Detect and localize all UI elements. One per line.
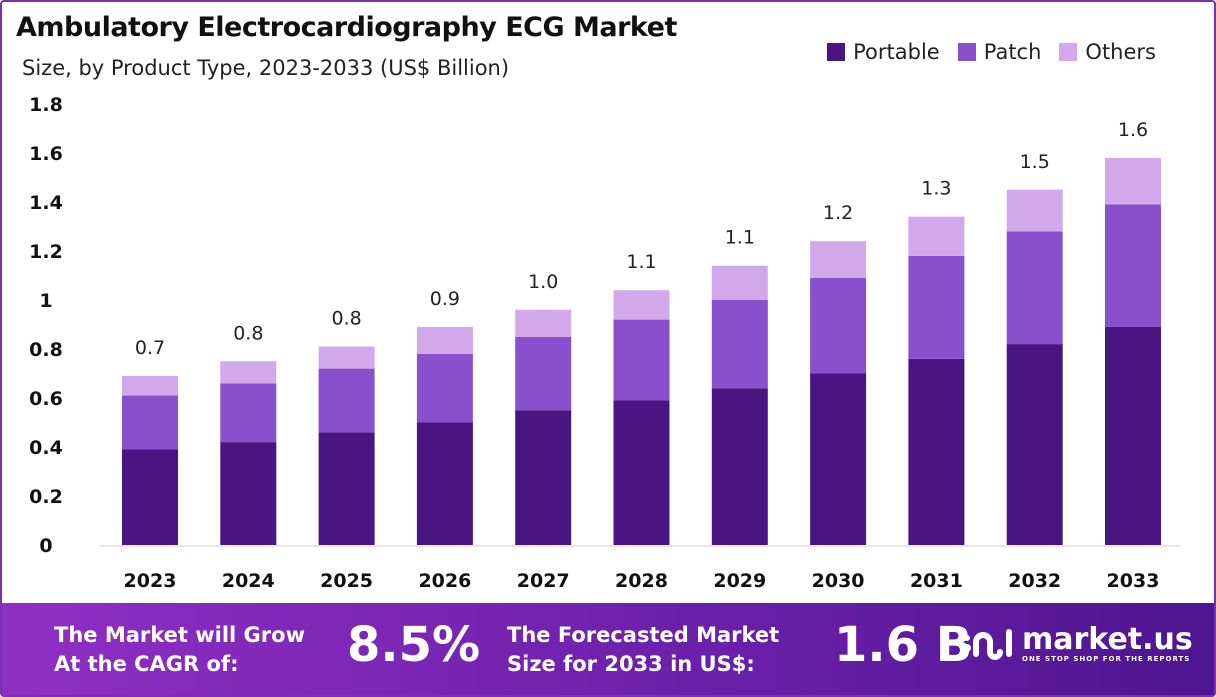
logo-tagline: ONE STOP SHOP FOR THE REPORTS	[1022, 655, 1191, 663]
y-tick-label: 0.6	[29, 388, 63, 410]
bar-segment-patch	[613, 319, 670, 401]
bar-segment-others	[613, 290, 670, 320]
x-tick-label: 2031	[910, 570, 963, 592]
legend-swatch	[1059, 43, 1078, 61]
bar-segment-patch	[515, 336, 572, 411]
legend-swatch	[827, 43, 846, 61]
bar-segment-patch	[1006, 231, 1063, 345]
bar-segment-patch	[711, 300, 768, 389]
forecast-label: The Forecasted Market Size for 2033 in US…	[507, 623, 780, 676]
bar-segment-others	[1105, 157, 1161, 205]
bar-segment-patch	[416, 353, 473, 423]
bar-segment-portable	[908, 358, 965, 545]
forecast-value: 1.6 B	[834, 617, 973, 673]
logo-icon	[963, 629, 1012, 660]
bar-segment-portable	[515, 410, 572, 545]
x-tick-label: 2027	[517, 570, 570, 592]
data-label: 0.9	[430, 288, 460, 310]
x-tick-label: 2026	[418, 570, 471, 592]
data-label: 0.7	[135, 337, 165, 359]
y-tick-label: 0	[39, 535, 52, 557]
x-tick-label: 2032	[1008, 570, 1061, 592]
legend-swatch	[957, 43, 976, 61]
x-tick-label: 2024	[222, 570, 275, 592]
bar-segment-others	[711, 265, 768, 300]
market-us-logo: market.us ONE STOP SHOP FOR THE REPORTS	[962, 625, 1193, 663]
bar-segment-others	[1006, 189, 1063, 232]
legend: Portable Patch Others	[827, 40, 1156, 64]
bar-segment-patch	[318, 368, 375, 433]
x-tick-label: 2033	[1107, 570, 1160, 592]
data-label: 1.2	[823, 202, 853, 224]
bar-segment-portable	[810, 373, 867, 545]
legend-item-portable: Portable	[827, 40, 940, 64]
y-tick-label: 0.8	[29, 339, 63, 361]
bar-segment-patch	[1105, 204, 1161, 327]
footer-banner: The Market will Grow At the CAGR of: 8.5%…	[2, 603, 1214, 695]
data-label: 0.8	[331, 308, 361, 330]
logo-name: market.us	[1022, 622, 1193, 657]
legend-label: Others	[1085, 40, 1156, 64]
x-tick-label: 2028	[615, 570, 668, 592]
legend-label: Patch	[983, 40, 1042, 64]
bar-segment-portable	[1006, 344, 1063, 545]
bar-segment-portable	[613, 400, 670, 545]
cagr-label: The Market will Grow At the CAGR of:	[54, 623, 305, 676]
data-label: 1.5	[1020, 151, 1050, 173]
bar-segment-portable	[711, 388, 768, 545]
x-tick-label: 2029	[713, 570, 766, 592]
bar-segment-portable	[318, 432, 375, 545]
bar-segment-others	[810, 241, 867, 278]
bar-segment-portable	[1105, 326, 1161, 545]
bar-segment-others	[416, 326, 473, 354]
legend-item-others: Others	[1059, 40, 1156, 64]
y-tick-label: 1.6	[29, 143, 63, 165]
data-label: 0.8	[233, 322, 263, 344]
bar-segment-patch	[122, 395, 178, 450]
data-label: 1.6	[1118, 119, 1148, 141]
bar-segment-others	[318, 346, 375, 369]
bar-segment-others	[220, 361, 277, 384]
chart-title: Ambulatory Electrocardiography ECG Marke…	[16, 12, 677, 43]
bar-segment-patch	[908, 255, 965, 359]
bar-segment-others	[122, 375, 178, 396]
bar-segment-others	[515, 309, 572, 337]
data-label: 1.3	[921, 178, 951, 200]
y-tick-label: 1.4	[29, 192, 63, 214]
cagr-value: 8.5%	[347, 617, 481, 673]
y-tick-label: 1.2	[29, 241, 63, 263]
bar-segment-patch	[810, 277, 867, 374]
chart-plot: 0 0.2 0.4 0.6 0.8 1 1.2 1.4 1.6 1.8 0.7 2023 0.8 2024…	[29, 94, 1180, 592]
bar-segment-others	[908, 216, 965, 256]
x-tick-label: 2030	[812, 570, 865, 592]
data-label: 1.1	[725, 227, 755, 249]
chart-subtitle: Size, by Product Type, 2023-2033 (US$ Bi…	[22, 56, 510, 80]
bar-segment-portable	[122, 449, 178, 545]
bar-segment-portable	[220, 442, 277, 545]
x-tick-label: 2023	[124, 570, 177, 592]
y-tick-label: 1.8	[29, 94, 63, 116]
legend-label: Portable	[853, 40, 940, 64]
data-label: 1.1	[626, 251, 656, 273]
data-label: 1.0	[528, 271, 558, 293]
bar-segment-patch	[220, 383, 277, 443]
bar-segment-portable	[416, 422, 473, 545]
legend-item-patch: Patch	[957, 40, 1042, 64]
x-tick-label: 2025	[320, 570, 373, 592]
y-tick-label: 1	[39, 290, 52, 312]
y-tick-label: 0.2	[29, 486, 63, 508]
y-tick-label: 0.4	[29, 437, 63, 459]
